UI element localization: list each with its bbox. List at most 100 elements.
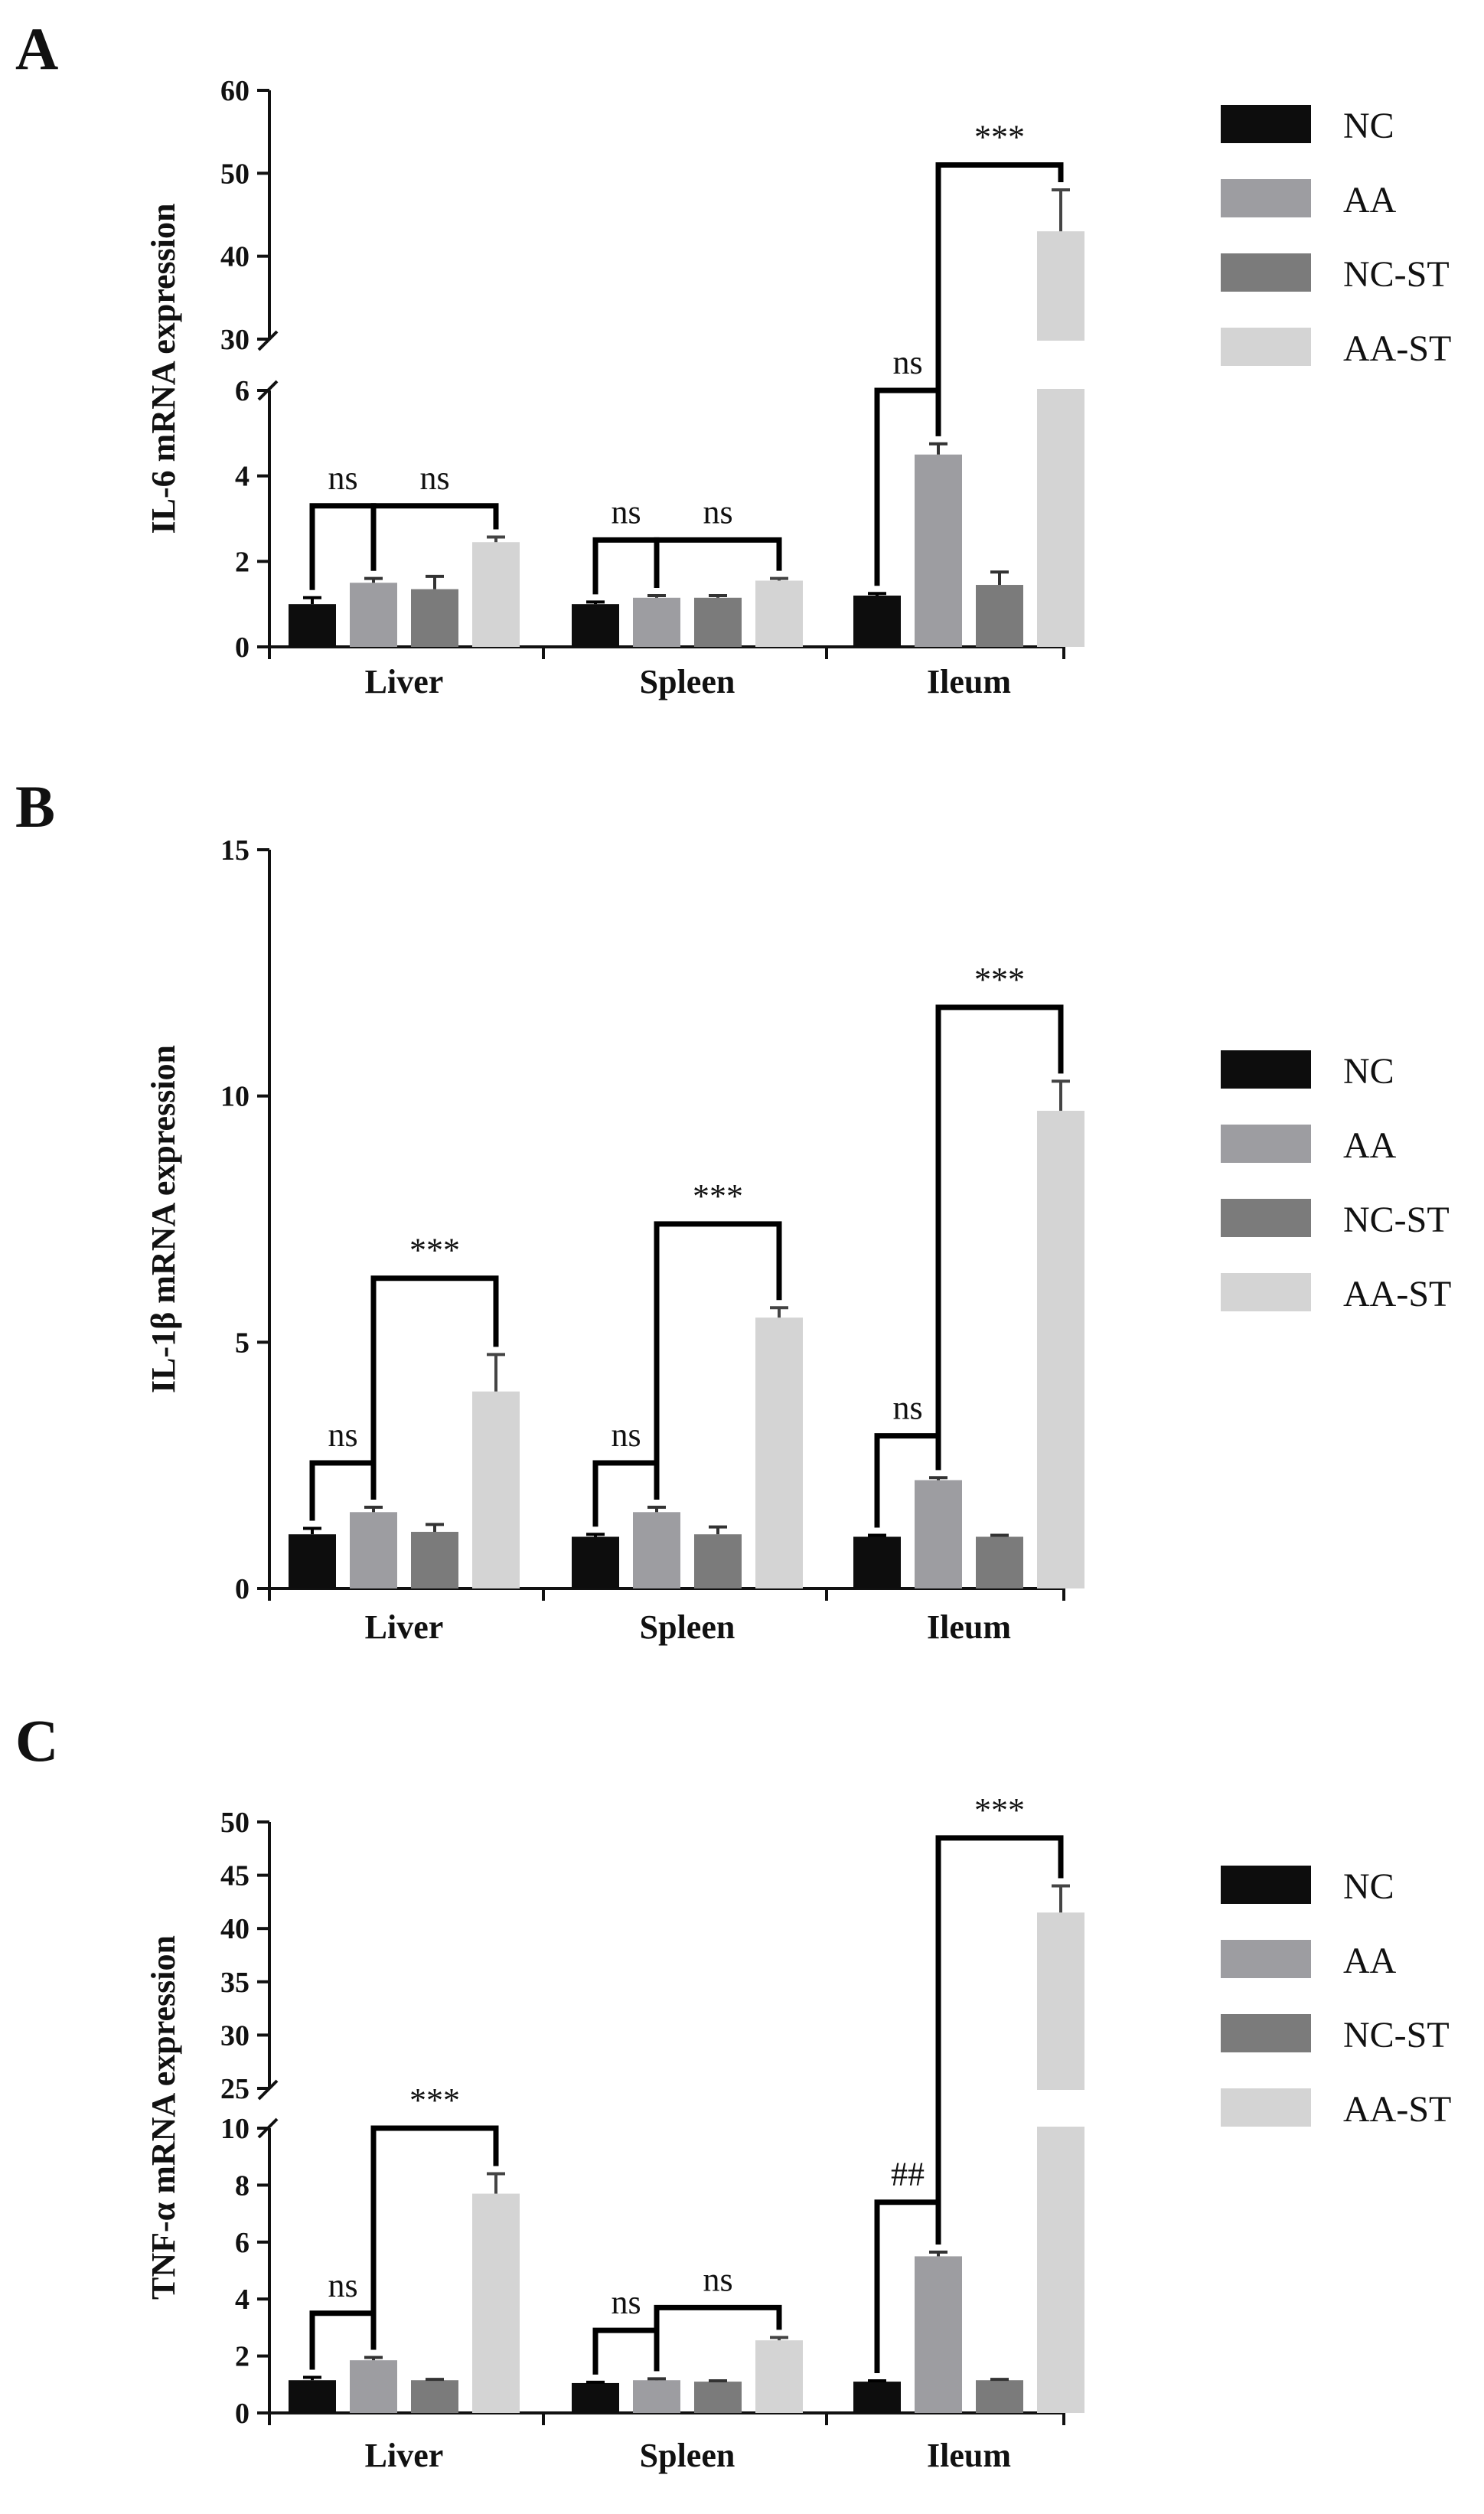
significance-label: ns	[611, 493, 641, 531]
significance-label: ns	[419, 459, 449, 497]
bar-aa-st	[1037, 231, 1084, 648]
y-tick-label: 2	[235, 546, 250, 578]
category-label: Ileum	[927, 663, 1011, 700]
legend-label: AA	[1343, 1941, 1397, 1981]
error-bar	[647, 1505, 666, 1513]
legend-swatch	[1221, 1940, 1311, 1978]
panel-letter: C	[15, 1707, 58, 1774]
legend-label: NC-ST	[1343, 1200, 1450, 1240]
legend-swatch	[1221, 1866, 1311, 1904]
significance-bracket	[309, 1460, 377, 1521]
error-bar	[709, 2379, 727, 2382]
significance-label: ns	[611, 1416, 641, 1454]
bracket-line	[592, 2327, 660, 2375]
significance-bracket	[654, 1221, 782, 1500]
significance-label: ***	[409, 1232, 460, 1269]
legend-swatch	[1221, 1273, 1311, 1311]
error-bar	[487, 2172, 505, 2194]
significance-label: ***	[409, 2081, 460, 2119]
error-bar	[929, 2250, 947, 2257]
bracket-line	[309, 1460, 377, 1521]
error-bar	[364, 2356, 383, 2361]
error-bar	[364, 1505, 383, 1513]
bar-aa	[350, 1512, 397, 1588]
category-label: Spleen	[640, 2437, 735, 2474]
bar-aa	[350, 2360, 397, 2413]
y-tick-label: 30	[220, 2019, 250, 2052]
legend-swatch	[1221, 2088, 1311, 2127]
category-label: Spleen	[640, 1608, 735, 1646]
significance-label: ns	[611, 2284, 641, 2321]
bar-nc-st	[976, 2380, 1023, 2413]
significance-label: ##	[891, 2156, 925, 2193]
bar-aa	[915, 1480, 962, 1588]
bar-aa	[633, 1512, 680, 1588]
error-bar	[990, 570, 1009, 586]
significance-label: ns	[703, 493, 732, 531]
bar-nc	[289, 604, 336, 647]
bar-nc-st	[411, 1532, 458, 1588]
error-bar	[770, 576, 788, 581]
significance-label: ***	[974, 961, 1025, 998]
significance-bracket	[935, 1835, 1064, 2245]
panel-letter: B	[15, 773, 55, 840]
legend-label: AA-ST	[1343, 1274, 1451, 1314]
significance-bracket	[370, 503, 499, 571]
category-label: Ileum	[927, 1608, 1011, 1646]
y-tick-label: 50	[220, 158, 250, 190]
significance-bracket	[654, 537, 782, 588]
category-label: Liver	[365, 1608, 444, 1646]
significance-bracket	[370, 2125, 499, 2350]
significance-bracket	[935, 162, 1064, 436]
error-bar	[586, 1533, 605, 1537]
legend-swatch	[1221, 253, 1311, 292]
bar-nc	[572, 2382, 619, 2413]
legend-swatch	[1221, 328, 1311, 366]
bar-aa-st	[755, 2340, 803, 2413]
error-bar	[990, 1533, 1009, 1537]
bar-aa-st	[472, 1391, 520, 1588]
bracket-line	[370, 1275, 499, 1500]
error-bar	[709, 594, 727, 598]
bracket-line	[935, 1835, 1064, 2245]
panel-letter: A	[15, 15, 58, 82]
bar-nc-st	[694, 597, 742, 647]
legend-label: NC	[1343, 1051, 1394, 1092]
significance-bracket	[370, 1275, 499, 1500]
legend-swatch	[1221, 1050, 1311, 1089]
error-bar	[426, 1523, 444, 1533]
bar-aa-st	[755, 580, 803, 647]
bar-nc-st	[411, 589, 458, 647]
bar-aa-st	[1037, 1912, 1084, 2413]
error-bar	[303, 1526, 321, 1535]
error-bar	[647, 2377, 666, 2381]
category-label: Ileum	[927, 2437, 1011, 2474]
y-tick-label: 6	[235, 375, 250, 407]
bar-nc	[572, 1536, 619, 1588]
y-tick-label: 25	[220, 2073, 250, 2105]
error-bar	[426, 574, 444, 589]
legend-label: AA	[1343, 1125, 1397, 1166]
bar-nc	[289, 2380, 336, 2413]
bracket-line	[654, 1221, 782, 1500]
significance-label: ***	[974, 119, 1025, 156]
error-bar	[1052, 1079, 1070, 1111]
bar-nc	[289, 1534, 336, 1588]
bar-nc-st	[411, 2380, 458, 2413]
y-tick-label: 0	[235, 1573, 250, 1605]
legend-label: NC	[1343, 106, 1394, 146]
legend-label: NC-ST	[1343, 254, 1450, 295]
axis-break-gap	[1036, 2090, 1085, 2127]
error-bar	[586, 2380, 605, 2384]
y-tick-label: 4	[235, 2284, 250, 2316]
error-bar	[929, 442, 947, 455]
bar-aa-st	[472, 542, 520, 647]
legend-label: AA	[1343, 180, 1397, 220]
error-bar	[868, 1533, 886, 1537]
error-bar	[1052, 1884, 1070, 1913]
significance-bracket	[592, 2327, 660, 2375]
y-tick-label: 0	[235, 2398, 250, 2430]
error-bar	[1052, 188, 1070, 232]
panel-C: C TNF-α mRNA expression 0 2 4 6 8 10 25 30 35 40 45 5…	[15, 1707, 1451, 2474]
bar-nc-st	[976, 585, 1023, 647]
